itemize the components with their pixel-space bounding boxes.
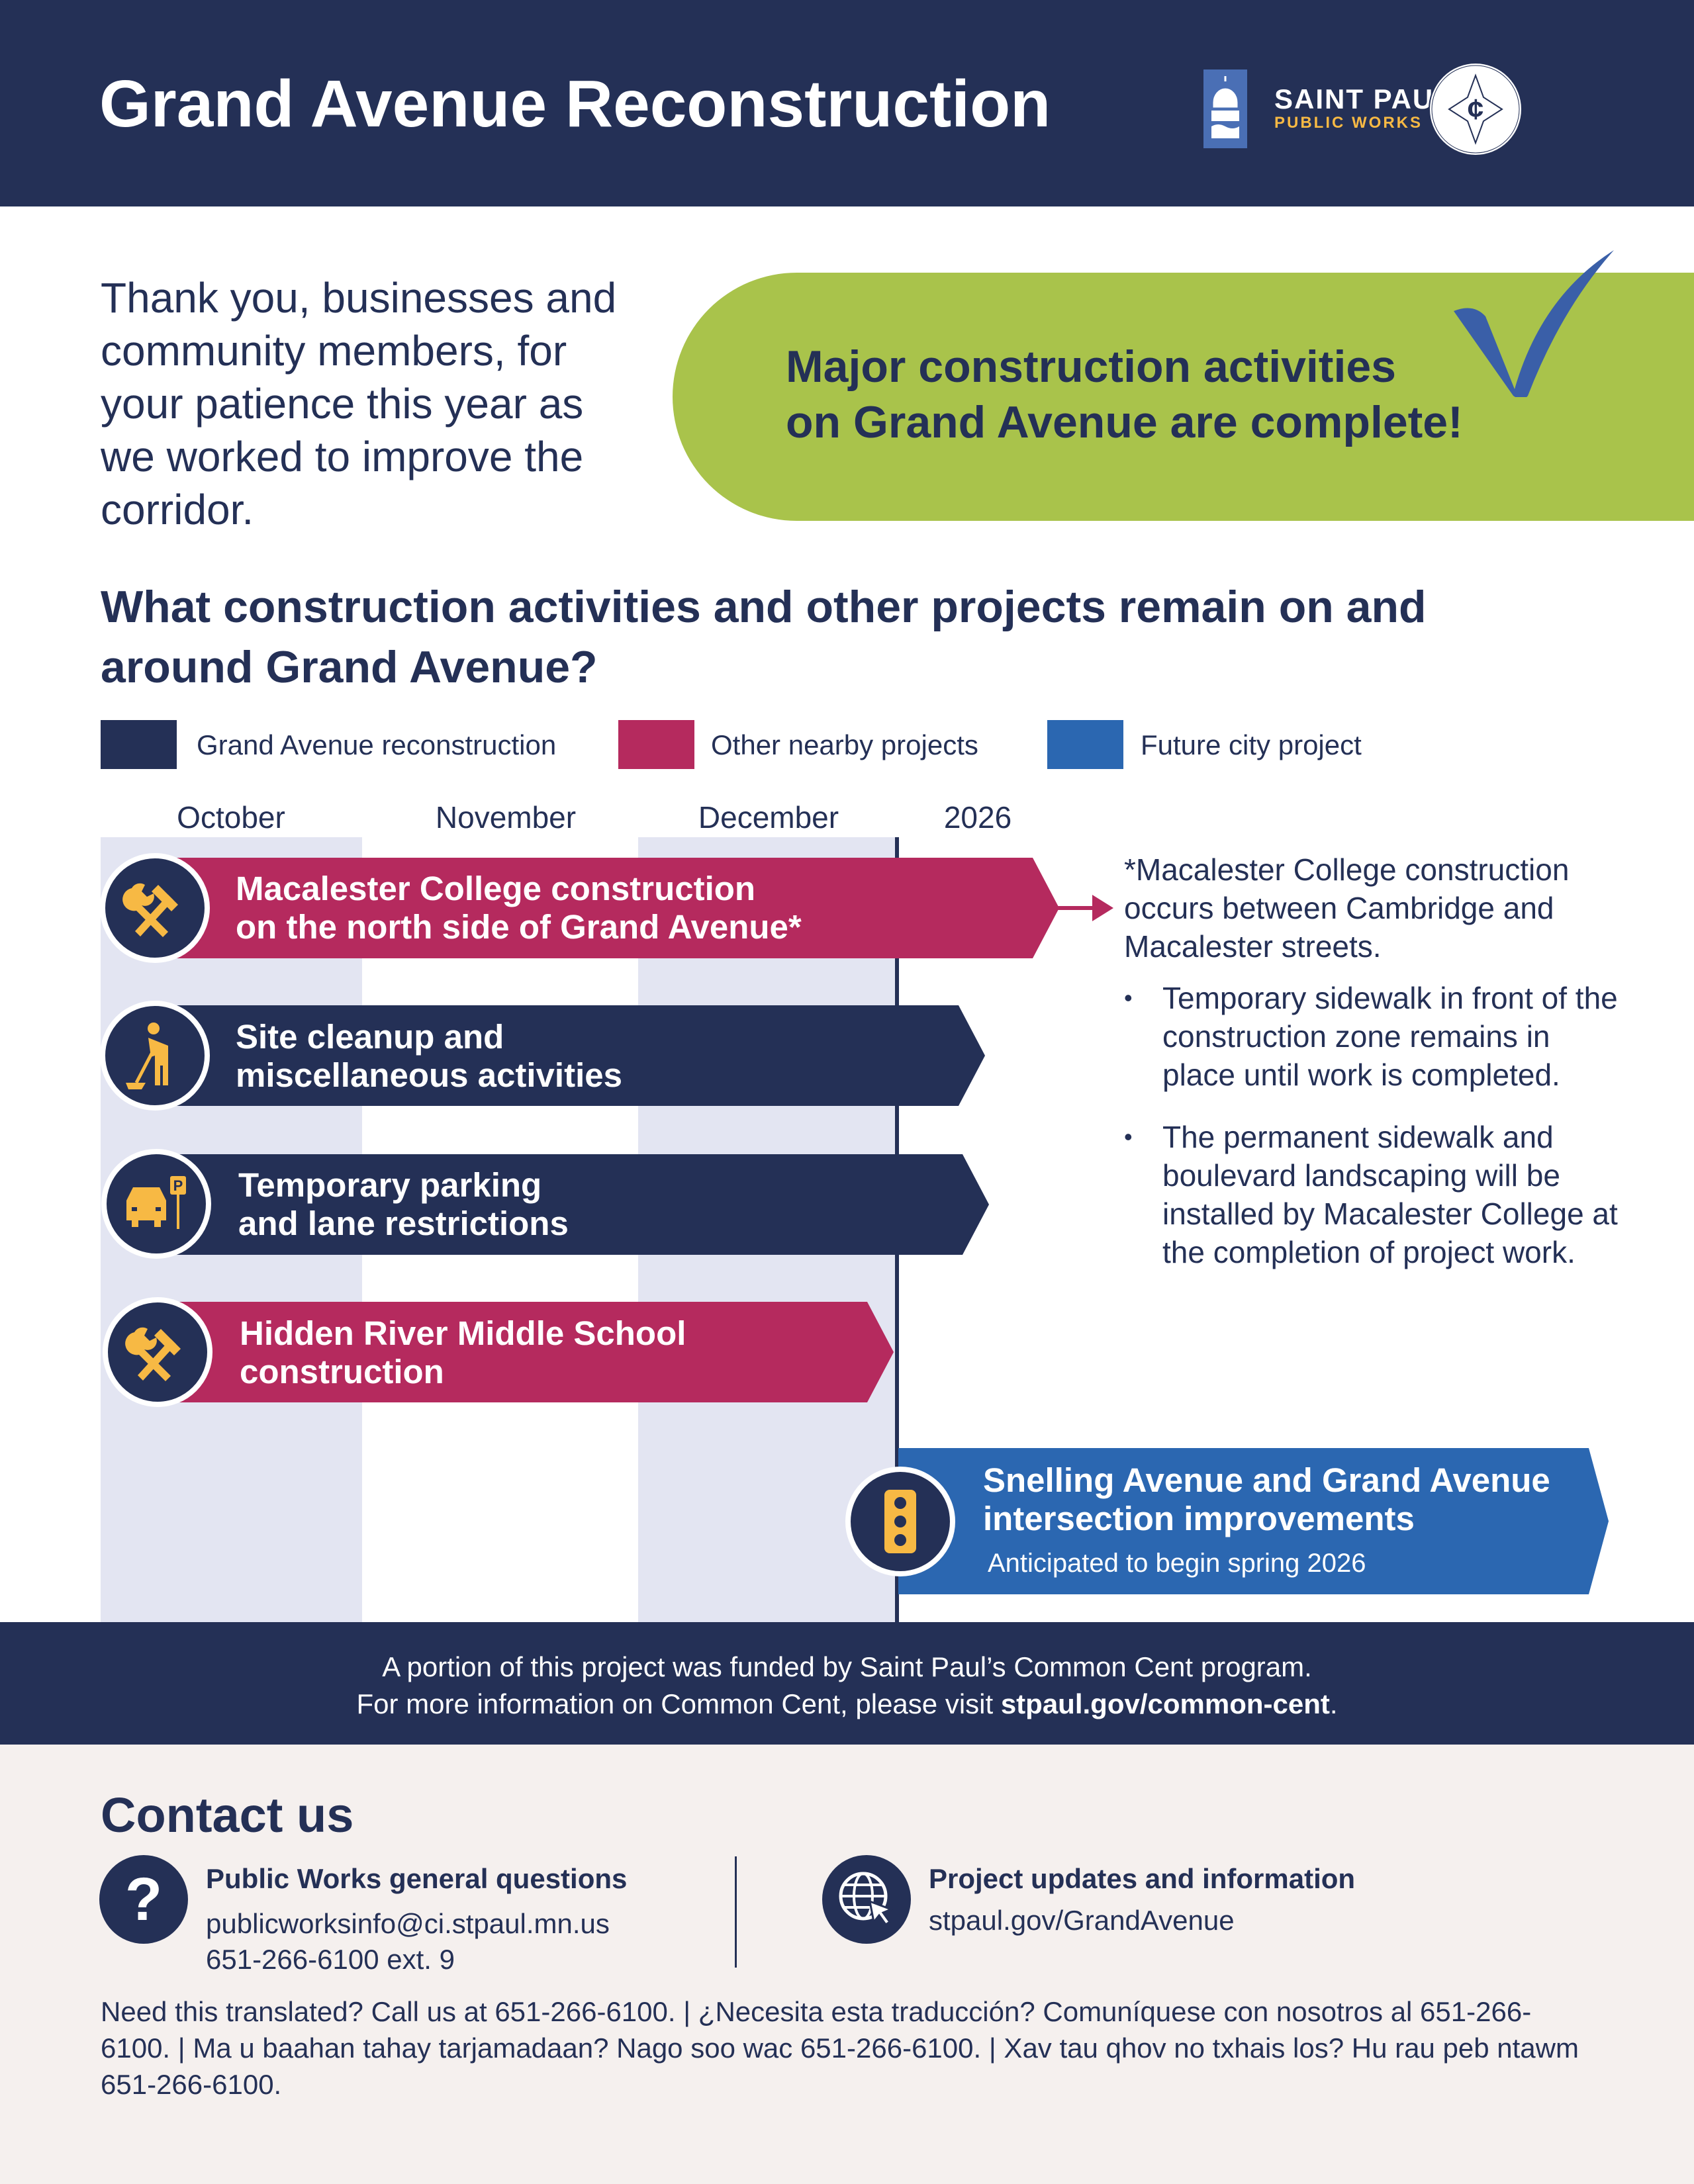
checkmark-icon bbox=[1448, 238, 1621, 400]
phone-number: 651-266-6100 ext. 9 bbox=[206, 1944, 455, 1975]
traffic-light-icon bbox=[845, 1467, 955, 1576]
common-cent-seal-icon: ¢ bbox=[1427, 61, 1524, 161]
month-label: 2026 bbox=[943, 800, 1012, 835]
email-link[interactable]: publicworksinfo@ci.stpaul.mn.us bbox=[206, 1908, 610, 1939]
parking-car-icon: P bbox=[101, 1149, 211, 1259]
bar-label: Temporary parking and lane restrictions bbox=[238, 1166, 569, 1243]
section-heading: What construction activities and other p… bbox=[101, 582, 1427, 692]
timeline-bar-macalester bbox=[152, 858, 1059, 958]
capitol-logo-icon bbox=[1203, 69, 1247, 148]
legend-swatch-blue bbox=[1047, 720, 1123, 769]
bar-label: Macalester College construction on the no… bbox=[236, 870, 802, 946]
tools-icon bbox=[100, 853, 210, 963]
timeline-bar-snelling bbox=[898, 1448, 1609, 1594]
bar-line: Site cleanup and bbox=[236, 1018, 504, 1056]
timeline-bar-parking bbox=[152, 1154, 989, 1255]
contact-title: Contact us bbox=[101, 1788, 354, 1843]
question-icon: ? bbox=[99, 1855, 188, 1947]
arrow-head-icon bbox=[1092, 895, 1113, 921]
translation-notice: Need this translated? Call us at 651-266… bbox=[101, 1996, 1579, 2100]
logo-subtitle: PUBLIC WORKS bbox=[1274, 114, 1423, 132]
month-label: October bbox=[177, 800, 285, 835]
svg-text:¢: ¢ bbox=[1468, 93, 1483, 126]
header bbox=[0, 0, 1694, 206]
legend-label: Other nearby projects bbox=[711, 729, 978, 760]
page-title: Grand Avenue Reconstruction bbox=[99, 67, 1051, 141]
updates-label: Project updates and information bbox=[929, 1863, 1356, 1894]
arrow-line bbox=[1056, 906, 1096, 910]
bar-label: Hidden River Middle School construction bbox=[240, 1314, 686, 1391]
bar-line: Temporary parking bbox=[238, 1166, 542, 1204]
tools-icon bbox=[103, 1297, 212, 1407]
bar-line: intersection improvements bbox=[983, 1500, 1415, 1537]
common-cent-link[interactable]: stpaul.gov/common-cent bbox=[1000, 1688, 1330, 1719]
legend-swatch-navy bbox=[101, 720, 177, 769]
divider bbox=[735, 1856, 737, 1968]
month-label: December bbox=[698, 800, 839, 835]
note-bullet: Temporary sidewalk in front of the const… bbox=[1124, 979, 1627, 1094]
funding-banner: A portion of this project was funded by … bbox=[0, 1622, 1694, 1745]
note-intro: *Macalester College construction occurs … bbox=[1124, 852, 1570, 964]
globe-cursor-icon bbox=[822, 1855, 911, 1947]
legend-label: Grand Avenue reconstruction bbox=[197, 729, 557, 760]
project-url-link[interactable]: stpaul.gov/GrandAvenue bbox=[929, 1905, 1235, 1936]
bar-label: Snelling Avenue and Grand Avenue intersec… bbox=[983, 1461, 1550, 1538]
banner-line: on Grand Avenue are complete! bbox=[786, 397, 1463, 447]
bar-line: Macalester College construction bbox=[236, 870, 756, 907]
logo-name: SAINT PAUL bbox=[1274, 83, 1452, 114]
legend-label: Future city project bbox=[1141, 729, 1362, 760]
timeline-bar-hidden-river bbox=[152, 1302, 894, 1402]
bar-sublabel: Anticipated to begin spring 2026 bbox=[988, 1549, 1366, 1578]
svg-text:?: ? bbox=[125, 1866, 162, 1933]
general-questions-label: Public Works general questions bbox=[206, 1863, 628, 1894]
bar-line: Hidden River Middle School bbox=[240, 1314, 686, 1352]
funding-line: A portion of this project was funded by … bbox=[382, 1651, 1312, 1682]
timeline-bar-site-cleanup bbox=[152, 1005, 985, 1106]
funding-line: For more information on Common Cent, ple… bbox=[0, 1686, 1694, 1723]
banner-line: Major construction activities bbox=[786, 341, 1396, 392]
bar-line: Snelling Avenue and Grand Avenue bbox=[983, 1461, 1550, 1499]
sweeper-icon bbox=[100, 1001, 210, 1111]
month-label: November bbox=[435, 800, 577, 835]
bar-label: Site cleanup and miscellaneous activities bbox=[236, 1018, 622, 1095]
svg-text:P: P bbox=[173, 1177, 183, 1194]
thank-you-message: Thank you, businesses and community memb… bbox=[101, 274, 617, 533]
bar-line: on the north side of Grand Avenue* bbox=[236, 908, 802, 946]
contact-section bbox=[0, 1745, 1694, 2184]
bar-line: and lane restrictions bbox=[238, 1205, 569, 1242]
completion-banner-text: Major construction activities on Grand A… bbox=[786, 339, 1463, 450]
legend-swatch-magenta bbox=[618, 720, 694, 769]
funding-text: . bbox=[1329, 1688, 1338, 1719]
bar-line: construction bbox=[240, 1353, 444, 1390]
bar-line: miscellaneous activities bbox=[236, 1056, 622, 1094]
funding-text: For more information on Common Cent, ple… bbox=[356, 1688, 1001, 1719]
macalester-note: *Macalester College construction occurs … bbox=[1124, 850, 1627, 1295]
note-bullet: The permanent sidewalk and boulevard lan… bbox=[1124, 1118, 1627, 1271]
